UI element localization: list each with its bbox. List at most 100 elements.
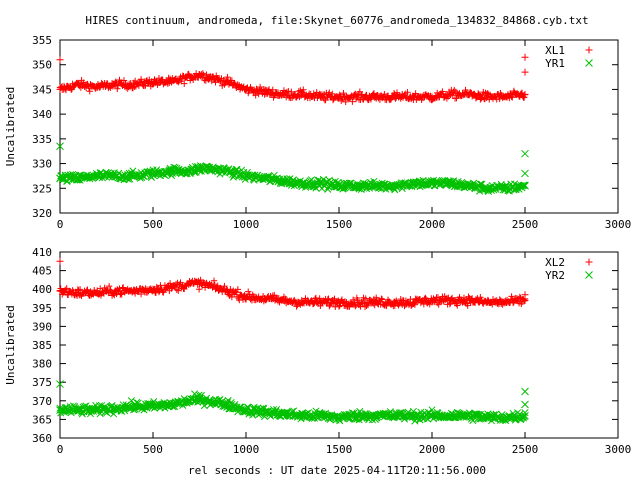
data-point: [252, 92, 259, 99]
data-point: [261, 295, 269, 302]
y-axis-label: Uncalibrated: [4, 305, 17, 384]
data-point: [195, 395, 204, 403]
data-point: [474, 295, 481, 302]
data-point: [211, 281, 218, 289]
data-point: [335, 181, 343, 190]
data-point: [298, 298, 306, 306]
x-tick-label: 3000: [605, 443, 632, 456]
legend-marker: [585, 271, 593, 279]
data-point: [137, 76, 145, 83]
legend-label: YR1: [545, 57, 565, 70]
data-point: [192, 70, 200, 77]
data-point: [428, 411, 436, 420]
series-YR1: [56, 142, 529, 196]
series-XL1: [56, 53, 529, 106]
data-point: [210, 277, 218, 285]
data-point: [447, 296, 455, 304]
data-point: [56, 287, 64, 295]
data-point: [316, 295, 323, 302]
data-point: [112, 80, 120, 88]
data-point: [279, 409, 288, 418]
data-point: [520, 296, 527, 303]
data-point: [242, 293, 250, 301]
y-tick-label: 355: [32, 34, 52, 47]
data-point: [391, 298, 399, 306]
data-point: [93, 289, 101, 297]
data-point: [502, 413, 511, 422]
data-point: [242, 406, 250, 414]
data-point: [372, 298, 380, 306]
data-point: [446, 179, 455, 188]
data-point: [446, 411, 455, 420]
data-point: [181, 285, 188, 293]
data-point: [56, 85, 64, 93]
data-point: [56, 174, 64, 183]
data-point: [340, 89, 347, 97]
data-point: [409, 298, 417, 306]
data-point-outlier: [521, 291, 529, 299]
data-point-outlier: [56, 380, 64, 388]
data-point: [74, 406, 83, 414]
data-point-outlier: [521, 387, 529, 396]
data-point: [484, 298, 492, 306]
data-point: [440, 94, 448, 101]
data-point-outlier: [56, 257, 64, 265]
y-tick-label: 380: [32, 358, 52, 371]
data-point: [83, 287, 90, 294]
data-point: [428, 93, 436, 101]
data-point: [326, 302, 333, 310]
x-tick-label: 500: [143, 443, 163, 456]
data-point: [112, 287, 120, 295]
data-point: [63, 285, 70, 292]
data-point: [269, 292, 276, 299]
data-point: [205, 73, 213, 81]
data-point: [261, 88, 269, 96]
x-tick-label: 500: [143, 218, 163, 231]
data-point: [93, 172, 102, 180]
data-point: [195, 164, 204, 173]
data-point: [227, 399, 235, 407]
data-point: [93, 83, 101, 91]
data-point: [186, 73, 194, 81]
data-point: [295, 88, 303, 95]
data-point-outlier: [521, 149, 529, 158]
data-point: [205, 281, 213, 289]
data-point: [420, 300, 428, 308]
data-point-outlier: [521, 169, 529, 178]
x-tick-label: 1500: [326, 218, 353, 231]
data-point: [378, 295, 385, 302]
y-tick-label: 375: [32, 376, 52, 389]
data-point: [465, 90, 473, 98]
data-point-outlier: [56, 142, 64, 151]
data-point: [422, 294, 429, 302]
data-point: [428, 296, 436, 304]
x-tick-label: 0: [57, 218, 64, 231]
data-point: [234, 286, 242, 293]
x-tick-label: 2500: [512, 443, 539, 456]
data-point: [349, 98, 356, 105]
legend-label: YR2: [545, 269, 565, 282]
data-point: [149, 169, 157, 178]
data-point: [186, 167, 195, 175]
data-point: [409, 179, 418, 188]
data-point: [475, 91, 483, 98]
data-point: [168, 78, 176, 86]
data-point: [409, 411, 418, 420]
y-tick-label: 330: [32, 158, 52, 171]
data-point: [130, 80, 138, 88]
data-point: [175, 79, 182, 86]
data-point: [260, 174, 269, 183]
data-point: [447, 90, 455, 98]
y-tick-label: 365: [32, 413, 52, 426]
data-point: [428, 406, 436, 414]
x-tick-label: 0: [57, 443, 64, 456]
data-point: [117, 290, 125, 297]
data-point: [324, 296, 332, 303]
x-axis-label: rel seconds : UT date 2025-04-11T20:11:5…: [188, 464, 486, 477]
data-point: [518, 90, 525, 97]
data-point: [120, 77, 128, 84]
data-point: [521, 181, 529, 190]
data-point-outlier: [521, 400, 529, 409]
data-point: [206, 74, 213, 81]
data-point: [362, 295, 369, 302]
